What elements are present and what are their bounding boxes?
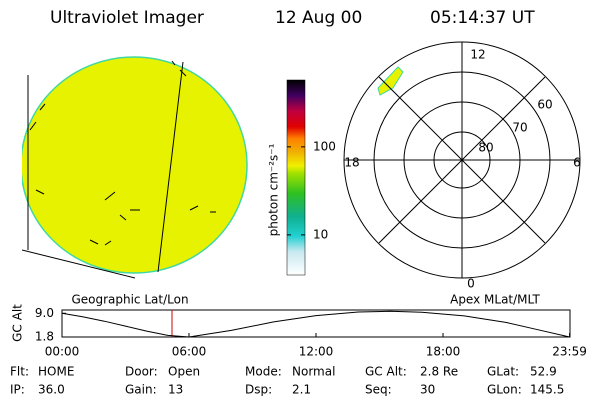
mlt-label: 6: [573, 156, 581, 170]
status-label: Gain:: [125, 383, 157, 397]
mlt-label: 12: [470, 48, 485, 62]
x-tick-label: 06:00: [172, 345, 207, 359]
status-label: GLon:: [487, 383, 522, 397]
status-value: 30: [420, 383, 435, 397]
status-label: Mode:: [245, 365, 282, 379]
plot-frame: [61, 309, 571, 338]
status-value: 52.9: [530, 365, 557, 379]
colorbar-tick-label: 10: [313, 227, 328, 241]
status-label: IP:: [10, 383, 25, 397]
status-value: 145.5: [530, 383, 564, 397]
time: 05:14:37 UT: [430, 8, 535, 28]
status-value: Normal: [292, 365, 335, 379]
lat-label: 70: [512, 121, 527, 135]
plot-label: Apex MLat/MLT: [450, 293, 540, 307]
colorbar-tick-label: 100: [313, 139, 336, 153]
status-value: Open: [168, 365, 200, 379]
status-value: 2.8 Re: [420, 365, 458, 379]
status-label: Dsp:: [245, 383, 272, 397]
y-tick-label: 9.0: [35, 306, 54, 320]
x-tick-label: 12:00: [299, 345, 334, 359]
colorbar-label: photon cm⁻²s⁻¹: [267, 143, 281, 236]
status-label: GLat:: [487, 365, 519, 379]
plot-label: Geographic Lat/Lon: [71, 293, 188, 307]
status-label: Flt:: [10, 365, 29, 379]
colorbar: [286, 79, 306, 276]
status-value: 36.0: [38, 383, 65, 397]
altitude-line: [61, 310, 570, 338]
lat-label: 60: [537, 98, 552, 112]
status-label: Door:: [125, 365, 158, 379]
status-value: 2.1: [292, 383, 311, 397]
y-axis-label: GC Alt: [11, 304, 25, 342]
x-tick-label: 23:59: [552, 345, 587, 359]
earth-image: [22, 56, 248, 279]
status-value: 13: [168, 383, 183, 397]
y-tick-label: 1.8: [35, 330, 54, 344]
x-tick-label: 00:00: [45, 345, 80, 359]
title: Ultraviolet Imager: [50, 8, 204, 28]
date: 12 Aug 00: [275, 8, 362, 28]
mlt-label: 18: [344, 156, 359, 170]
status-label: Seq:: [365, 383, 392, 397]
lat-label: 80: [478, 141, 493, 155]
mlt-label: 0: [467, 277, 475, 291]
polar-plot: [343, 41, 581, 279]
status-label: GC Alt:: [365, 365, 407, 379]
status-value: HOME: [38, 365, 74, 379]
x-tick-label: 18:00: [426, 345, 461, 359]
